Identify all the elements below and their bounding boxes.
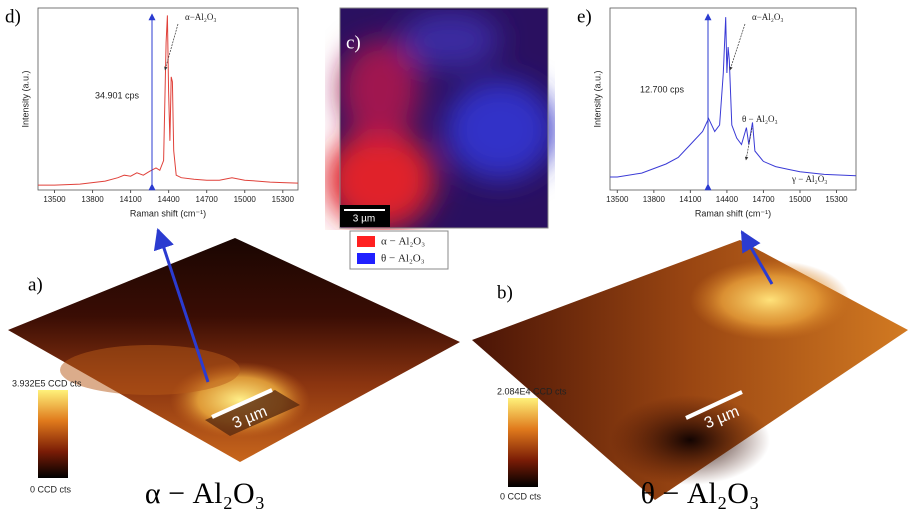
x-tick-label: 14700 [196,195,219,204]
legend-swatch [357,236,375,247]
colorbar [508,398,538,487]
scale-bar-label: 3 µm [353,214,375,225]
annotation: γ − Al₂O₃ [791,174,827,184]
colorbar-min: 0 CCD cts [500,491,542,501]
annotation: 34.901 cps [95,90,140,100]
y-axis-label: Intensity (a.u.) [20,70,30,127]
x-tick-label: 14100 [119,195,142,204]
colorbar-max: 3.932E5 CCD cts [12,378,82,388]
legend-label: θ − Al₂O₃ [381,253,425,265]
panel-label: a) [28,274,43,295]
x-tick-label: 14700 [752,195,775,204]
x-tick-label: 15300 [272,195,295,204]
panel-label: d) [5,6,21,27]
x-axis-label: Raman shift (cm⁻¹) [695,208,771,218]
legend-label: α − Al₂O₃ [381,236,425,248]
x-tick-label: 14100 [679,195,702,204]
x-tick-label: 15300 [825,195,848,204]
x-tick-label: 13500 [606,195,629,204]
legend-swatch [357,253,375,264]
panel-label: b) [497,282,513,303]
colorbar-max: 2.084E4 CCD cts [497,386,567,396]
surface-ridge [60,345,240,395]
x-axis-label: Raman shift (cm⁻¹) [130,208,206,218]
caption: θ − Al₂O₃ [641,477,760,510]
y-axis-label: Intensity (a.u.) [592,70,602,127]
x-tick-label: 13500 [43,195,66,204]
panel-label: c) [346,32,361,53]
x-tick-label: 13800 [643,195,666,204]
x-tick-label: 13800 [81,195,104,204]
map-blue [445,80,555,180]
x-tick-label: 14400 [158,195,181,204]
annotation: α−Al₂O₃ [185,12,217,22]
colorbar [38,390,68,478]
x-tick-label: 15000 [234,195,257,204]
colorbar-min: 0 CCD cts [30,484,72,494]
plot-frame [610,8,856,190]
map-blue [400,10,500,70]
surface-shadow [610,395,770,485]
annotation: α−Al₂O₃ [752,12,784,22]
x-tick-label: 14400 [716,195,739,204]
annotation: 12.700 cps [640,84,685,94]
caption: α − Al₂O₃ [145,477,265,510]
panel-label: e) [577,6,592,27]
x-tick-label: 15000 [789,195,812,204]
surface-highlight [690,260,850,340]
annotation: θ − Al₂O₃ [742,114,778,124]
figure: 3 µm a) 3.932E5 CCD cts 0 CCD cts α − Al… [0,0,916,514]
